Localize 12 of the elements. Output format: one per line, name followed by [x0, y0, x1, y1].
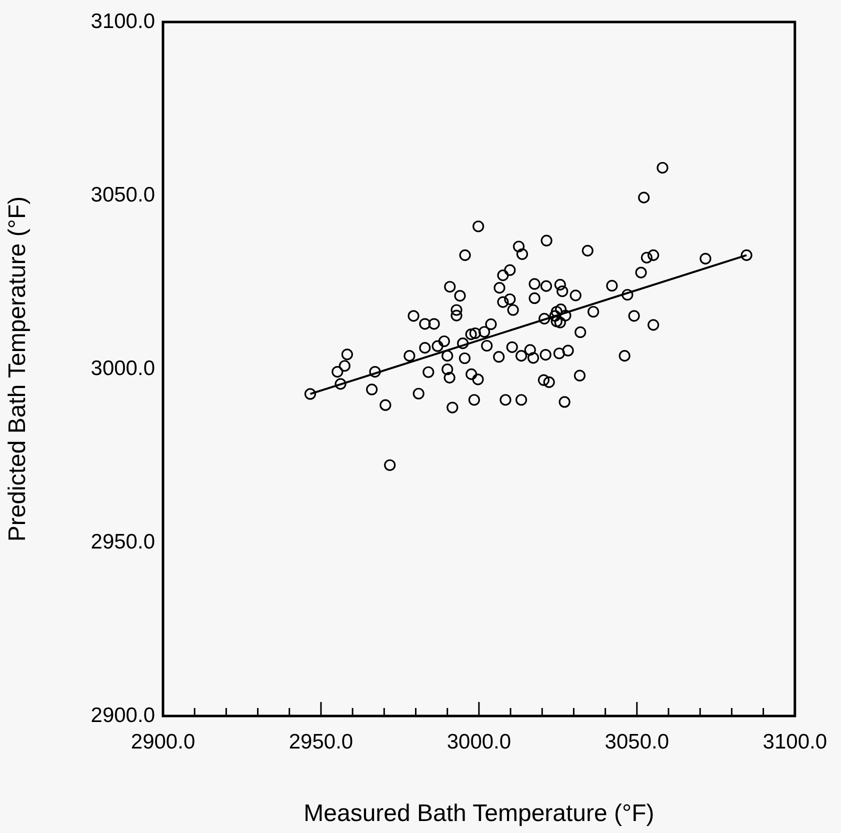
x-tick-label: 2900.0 — [130, 730, 196, 754]
y-tick-label: 3100.0 — [90, 10, 155, 33]
y-tick-label: 2900.0 — [90, 704, 155, 727]
x-tick-label: 3100.0 — [762, 730, 827, 754]
x-tick-label: 3000.0 — [446, 730, 512, 754]
x-axis-title: Measured Bath Temperature (°F) — [304, 800, 654, 828]
y-tick-label: 3000.0 — [90, 356, 155, 380]
y-axis-title: Predicted Bath Temperature (°F) — [4, 196, 32, 542]
y-tick-label: 2950.0 — [90, 530, 155, 554]
x-tick-label: 3050.0 — [604, 730, 670, 754]
x-tick-label: 2950.0 — [288, 730, 354, 754]
y-tick-label: 3050.0 — [90, 183, 155, 206]
